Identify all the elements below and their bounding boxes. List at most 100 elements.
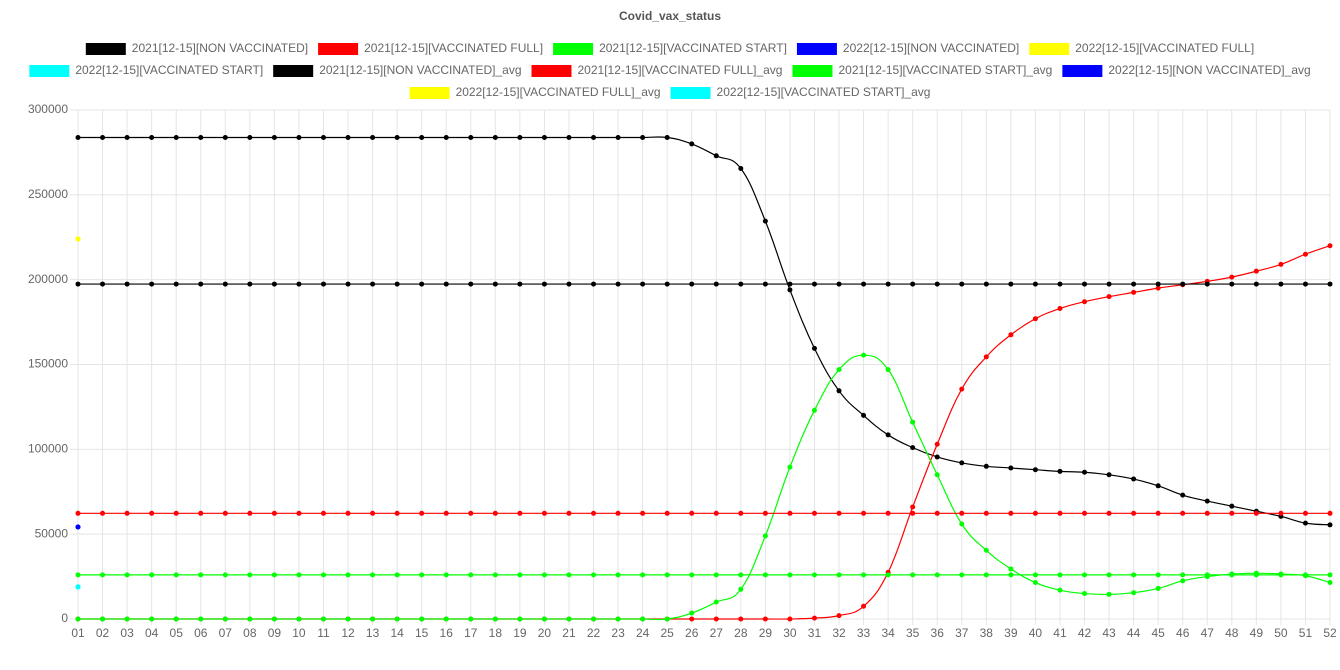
data-point <box>1278 281 1284 287</box>
data-point <box>689 281 695 287</box>
data-point <box>419 281 425 287</box>
data-point <box>1032 467 1038 473</box>
data-point <box>124 616 130 622</box>
data-point <box>541 572 547 578</box>
data-point <box>1155 585 1161 591</box>
data-point <box>75 134 81 140</box>
data-point <box>320 616 326 622</box>
data-point <box>541 134 547 140</box>
data-point <box>1155 572 1161 578</box>
data-point <box>640 572 646 578</box>
data-point <box>1327 522 1333 528</box>
data-point <box>1106 472 1112 478</box>
data-point <box>320 510 326 516</box>
data-point <box>836 572 842 578</box>
data-point <box>689 616 695 622</box>
data-point <box>1253 281 1259 287</box>
data-point <box>75 281 81 287</box>
data-point <box>787 510 793 516</box>
data-point <box>689 610 695 616</box>
data-point <box>1082 591 1088 597</box>
data-point <box>910 510 916 516</box>
data-point <box>541 281 547 287</box>
data-point <box>517 281 523 287</box>
data-point <box>1229 503 1235 509</box>
data-point <box>885 572 891 578</box>
data-point <box>1302 510 1308 516</box>
data-point <box>198 510 204 516</box>
data-point <box>762 510 768 516</box>
data-point <box>910 445 916 451</box>
data-point <box>492 510 498 516</box>
x-tick-label: 52 <box>1323 626 1337 640</box>
data-point <box>1302 281 1308 287</box>
x-tick-label: 16 <box>440 626 454 640</box>
x-tick-label: 06 <box>194 626 208 640</box>
data-point <box>1278 261 1284 267</box>
data-point <box>591 134 597 140</box>
data-point <box>247 572 253 578</box>
x-tick-label: 23 <box>611 626 625 640</box>
x-tick-label: 42 <box>1078 626 1092 640</box>
legend-item: 2022[12-15][VACCINATED FULL]_avg <box>409 85 661 99</box>
data-point <box>640 510 646 516</box>
data-point <box>1229 281 1235 287</box>
data-point <box>1057 587 1063 593</box>
data-point <box>934 472 940 478</box>
data-point <box>1008 332 1014 338</box>
data-point <box>443 281 449 287</box>
legend-label: 2021[12-15][VACCINATED FULL]_avg <box>578 63 783 77</box>
legend-item: 2021[12-15][VACCINATED FULL]_avg <box>531 63 783 77</box>
data-point <box>1180 492 1186 498</box>
data-point <box>468 281 474 287</box>
x-tick-label: 38 <box>980 626 994 640</box>
data-point <box>861 281 867 287</box>
data-point <box>1302 520 1308 526</box>
data-point <box>1008 465 1014 471</box>
data-point <box>1155 285 1161 291</box>
legend-label: 2022[12-15][VACCINATED START]_avg <box>717 85 931 99</box>
x-tick-label: 33 <box>857 626 871 640</box>
data-point <box>983 463 989 469</box>
legend-item: 2022[12-15][VACCINATED START] <box>29 63 263 77</box>
data-point <box>1131 572 1137 578</box>
data-point <box>713 153 719 159</box>
data-point <box>75 510 81 516</box>
data-point <box>296 572 302 578</box>
data-point <box>713 281 719 287</box>
data-point <box>1327 243 1333 249</box>
data-point <box>1155 281 1161 287</box>
data-point <box>615 510 621 516</box>
data-point <box>394 134 400 140</box>
data-point <box>370 616 376 622</box>
x-tick-label: 13 <box>366 626 380 640</box>
legend-item: 2022[12-15][NON VACCINATED] <box>796 41 1019 55</box>
data-point <box>75 236 81 242</box>
data-point <box>787 281 793 287</box>
data-point <box>1180 578 1186 584</box>
y-tick-label: 300000 <box>28 102 68 116</box>
data-point <box>910 572 916 578</box>
data-point <box>591 510 597 516</box>
data-point <box>1131 289 1137 295</box>
data-point <box>934 572 940 578</box>
data-point <box>149 572 155 578</box>
data-point <box>100 134 106 140</box>
data-point <box>1180 281 1186 287</box>
legend-swatch <box>85 43 126 55</box>
data-point <box>1106 591 1112 597</box>
data-point <box>811 345 817 351</box>
data-point <box>124 134 130 140</box>
data-point <box>271 134 277 140</box>
data-point <box>419 616 425 622</box>
data-point <box>271 510 277 516</box>
data-point <box>762 533 768 539</box>
data-point <box>75 616 81 622</box>
data-point <box>762 218 768 224</box>
data-point <box>541 616 547 622</box>
data-point <box>541 510 547 516</box>
legend-item: 2021[12-15][VACCINATED FULL] <box>318 41 543 55</box>
data-point <box>1131 281 1137 287</box>
data-point <box>738 166 744 172</box>
data-point <box>1302 251 1308 257</box>
